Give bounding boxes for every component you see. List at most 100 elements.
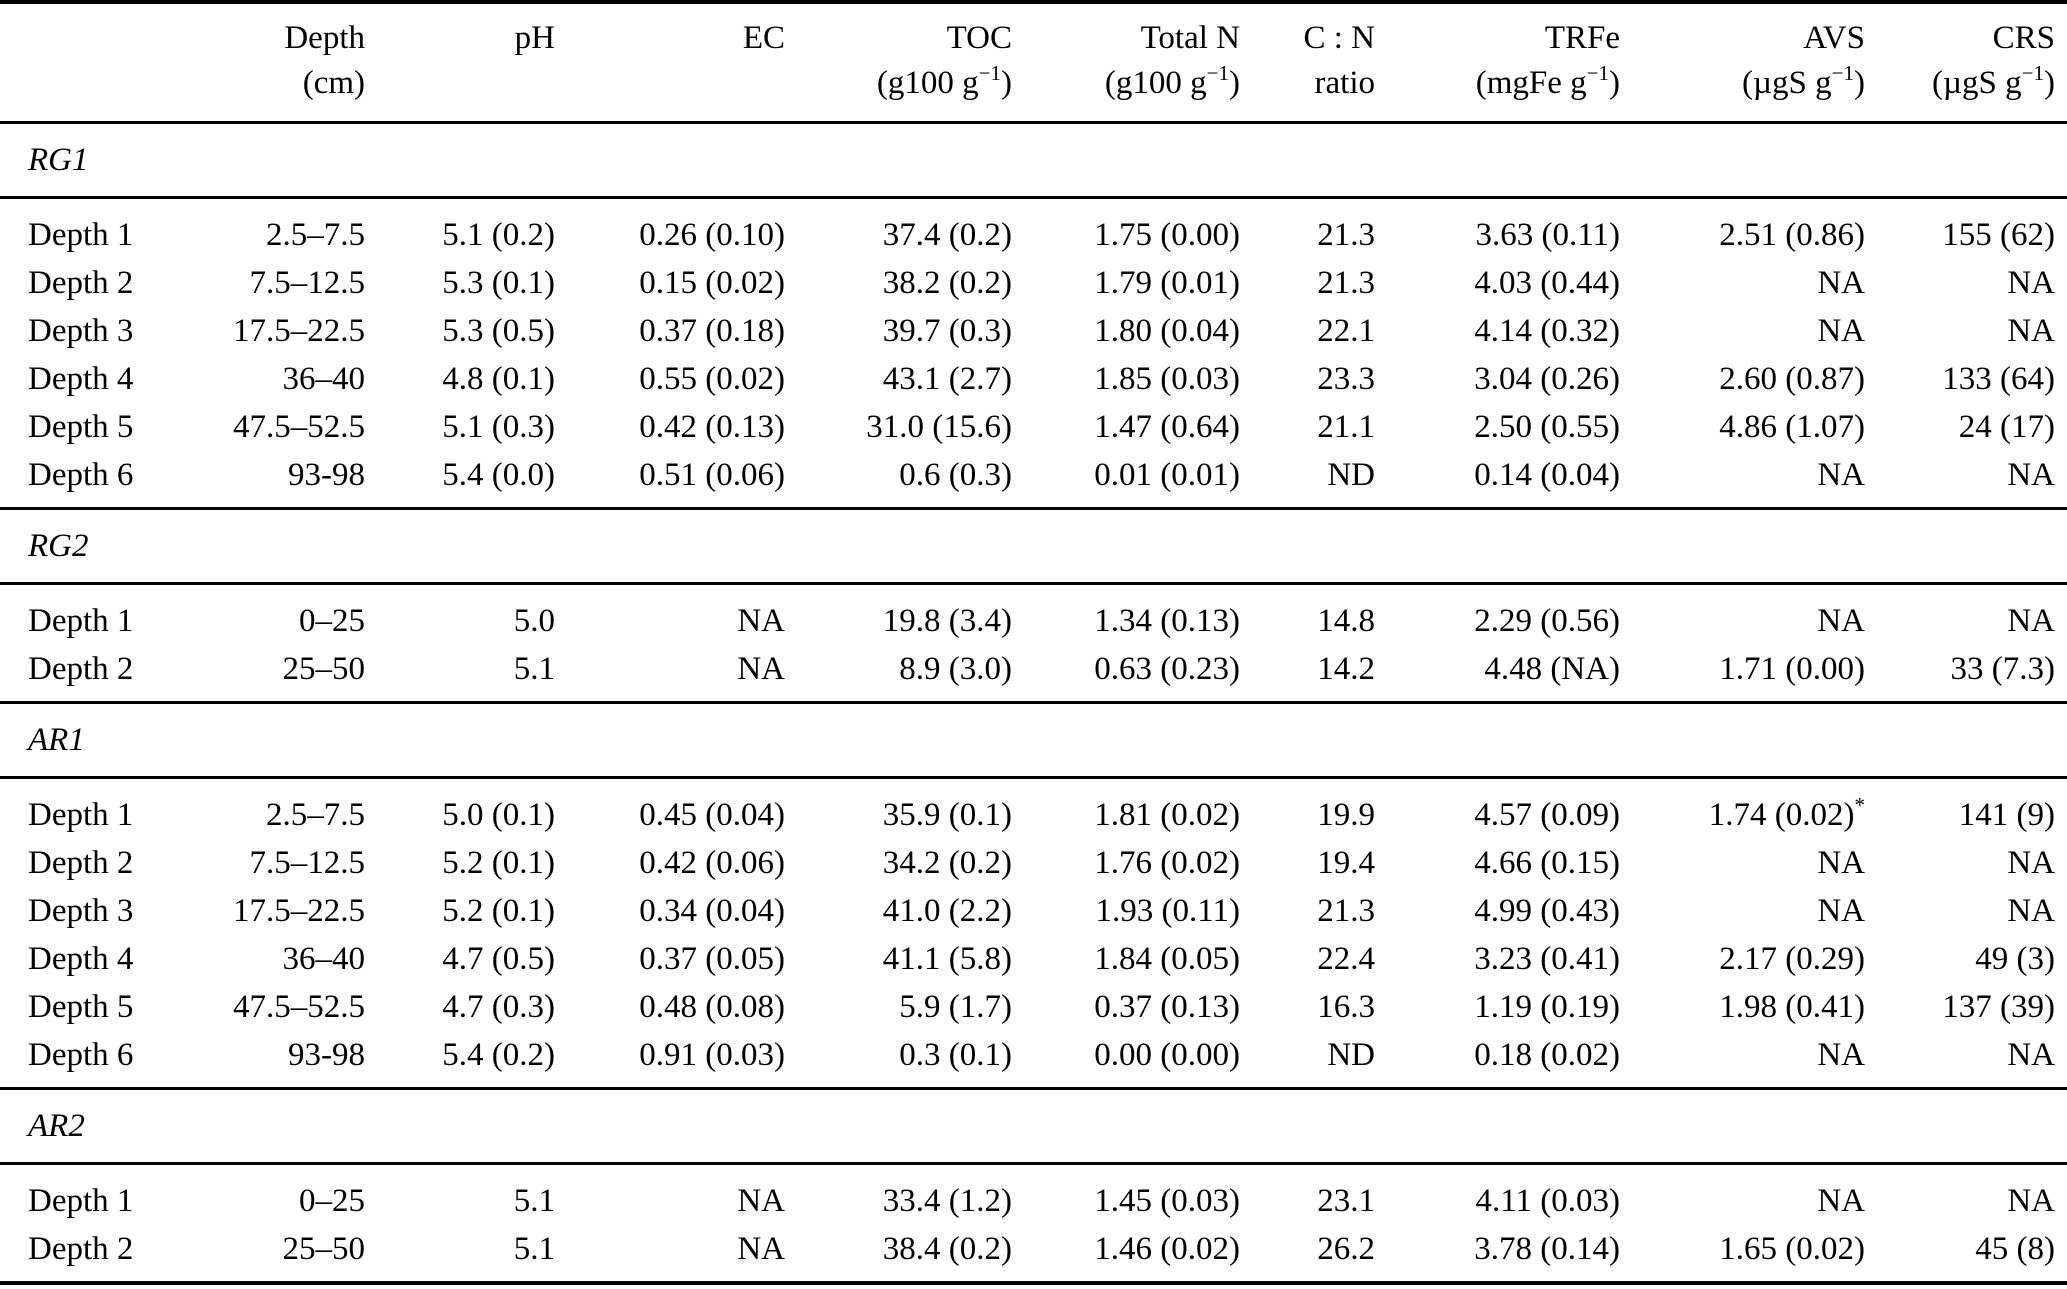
cell-avs: 1.98 (0.41) (1719, 989, 1865, 1025)
cell-ec: NA (737, 1231, 785, 1267)
cell-total_n: 0.00 (0.00) (1012, 1031, 1240, 1090)
cell-total_n: 1.76 (0.02) (1094, 845, 1240, 881)
cell-total_n: 1.34 (0.13) (1094, 603, 1240, 639)
col-header-unit: (µgS g−1) (1865, 61, 2055, 106)
cell-trfe: 4.14 (0.32) (1474, 313, 1620, 349)
cell-ph: 4.7 (0.5) (442, 941, 555, 977)
cell-toc: 38.4 (0.2) (882, 1231, 1012, 1267)
cell-crs: 24 (17) (1958, 409, 2055, 445)
cell-ec: NA (737, 1183, 785, 1219)
cell-ec: 0.26 (0.10) (639, 217, 785, 253)
cell-trfe: 3.04 (0.26) (1474, 361, 1620, 397)
cell-depth: 25–50 (200, 645, 365, 704)
row-label: Depth 2 (28, 1231, 134, 1267)
cell-crs: NA (1865, 1031, 2067, 1090)
col-header-ec: EC (555, 2, 785, 124)
table-row: Depth 4 36–40 4.7 (0.5) 0.37 (0.05) 41.1 (5.… (0, 935, 2067, 983)
cell-cn_ratio: 16.3 (1317, 989, 1375, 1025)
cell-depth: 36–40 (282, 941, 366, 977)
unit-text: ) (2044, 65, 2055, 101)
cell-avs: 2.60 (0.87) (1719, 361, 1865, 397)
row-label: Depth 2 (28, 845, 134, 881)
cell-ec: 0.42 (0.13) (639, 409, 785, 445)
unit-exponent: −1 (2021, 61, 2044, 85)
col-header-unit: (g100 g−1) (1012, 61, 1240, 106)
cell-cn_ratio: ND (1240, 451, 1375, 510)
col-header-label: TOC (946, 20, 1012, 56)
cell-ph: 5.3 (0.1) (442, 265, 555, 301)
cell-crs: NA (2007, 603, 2055, 639)
cell-avs: 4.86 (1.07) (1719, 409, 1865, 445)
table-row: Depth 5 47.5–52.5 5.1 (0.3) 0.42 (0.13) 31.0… (0, 403, 2067, 451)
row-label: Depth 6 (0, 1031, 200, 1090)
cell-trfe: 4.03 (0.44) (1474, 265, 1620, 301)
cell-toc: 34.2 (0.2) (882, 845, 1012, 881)
cell-ph: 5.0 (0.1) (442, 797, 555, 833)
cell-avs: NA (1817, 1183, 1865, 1219)
cell-trfe: 3.23 (0.41) (1474, 941, 1620, 977)
cell-total_n: 1.79 (0.01) (1094, 265, 1240, 301)
cell-avs: 1.71 (0.00) (1620, 645, 1865, 704)
table-header: Depth (cm) pH EC TOC (g100 g−1) Total N (g100 g… (0, 2, 2067, 124)
cell-total_n: 1.81 (0.02) (1094, 797, 1240, 833)
col-header-unit: (cm) (200, 61, 365, 106)
cell-depth: 93-98 (200, 451, 365, 510)
cell-cn_ratio: 21.3 (1317, 217, 1375, 253)
cell-toc: 0.3 (0.1) (785, 1031, 1012, 1090)
cell-total_n: 1.75 (0.00) (1094, 217, 1240, 253)
cell-trfe: 2.50 (0.55) (1474, 409, 1620, 445)
header-row: Depth (cm) pH EC TOC (g100 g−1) Total N (g100 g… (0, 2, 2067, 124)
col-header-crs: CRS (µgS g−1) (1865, 2, 2067, 124)
col-header-unit: (g100 g−1) (785, 61, 1012, 106)
col-header-row_label (0, 2, 200, 124)
cell-total_n: 1.80 (0.04) (1094, 313, 1240, 349)
cell-depth: 17.5–22.5 (233, 313, 365, 349)
row-label: Depth 1 (28, 217, 134, 253)
section-AR1: AR1 Depth 1 2.5–7.5 5.0 (0.1) 0.45 (0.04) 35.… (0, 702, 2067, 1090)
table-row: Depth 3 17.5–22.5 5.2 (0.1) 0.34 (0.04) 41.0… (0, 887, 2067, 935)
cell-depth: 47.5–52.5 (233, 409, 365, 445)
cell-depth: 93-98 (200, 1031, 365, 1090)
cell-ph: 5.3 (0.5) (442, 313, 555, 349)
unit-text: (cm) (302, 65, 365, 101)
unit-exponent: −1 (1206, 61, 1229, 85)
cell-total_n: 0.63 (0.23) (1012, 645, 1240, 704)
table-row: Depth 5 47.5–52.5 4.7 (0.3) 0.48 (0.08) 5.9 … (0, 983, 2067, 1031)
section-AR2: AR2 Depth 1 0–25 5.1 NA 33.4 (1.2) 1.45 (0.03)… (0, 1088, 2067, 1284)
cell-avs: 2.51 (0.86) (1719, 217, 1865, 253)
cell-ec: 0.48 (0.08) (639, 989, 785, 1025)
cell-cn_ratio: 14.8 (1317, 603, 1375, 639)
cell-avs: NA (1620, 1031, 1865, 1090)
cell-toc: 8.9 (3.0) (785, 645, 1012, 704)
cell-cn_ratio: 21.1 (1317, 409, 1375, 445)
col-header-total_n: Total N (g100 g−1) (1012, 2, 1240, 124)
section-header-row: AR1 (0, 702, 2067, 779)
table-row: Depth 2 7.5–12.5 5.2 (0.1) 0.42 (0.06) 34.2 … (0, 839, 2067, 887)
cell-cn_ratio: 23.1 (1317, 1183, 1375, 1219)
cell-trfe: 4.99 (0.43) (1474, 893, 1620, 929)
row-label: Depth 4 (28, 941, 134, 977)
unit-text: ) (1609, 65, 1620, 101)
col-header-label: Total N (1140, 20, 1240, 56)
col-header-toc: TOC (g100 g−1) (785, 2, 1012, 124)
cell-toc: 41.1 (5.8) (882, 941, 1012, 977)
cell-total_n: 1.45 (0.03) (1094, 1183, 1240, 1219)
cell-ph: 5.0 (513, 603, 555, 639)
cell-avs: NA (1817, 893, 1865, 929)
table-row: Depth 6 93-98 5.4 (0.2) 0.91 (0.03) 0.3 (0.1… (0, 1031, 2067, 1090)
cell-crs: 133 (64) (1942, 361, 2055, 397)
cell-toc: 5.9 (1.7) (899, 989, 1012, 1025)
cell-avs: NA (1817, 265, 1865, 301)
unit-text: (mgFe g (1475, 65, 1587, 101)
cell-ec: 0.37 (0.05) (639, 941, 785, 977)
cell-toc: 38.2 (0.2) (882, 265, 1012, 301)
cell-cn_ratio: 21.3 (1317, 265, 1375, 301)
cell-ec: 0.37 (0.18) (639, 313, 785, 349)
cell-depth: 17.5–22.5 (233, 893, 365, 929)
cell-trfe: 0.18 (0.02) (1375, 1031, 1620, 1090)
row-label: Depth 1 (28, 1183, 134, 1219)
cell-depth: 36–40 (282, 361, 366, 397)
section-RG1: RG1 Depth 1 2.5–7.5 5.1 (0.2) 0.26 (0.10) 37.… (0, 122, 2067, 510)
cell-ph: 4.8 (0.1) (442, 361, 555, 397)
